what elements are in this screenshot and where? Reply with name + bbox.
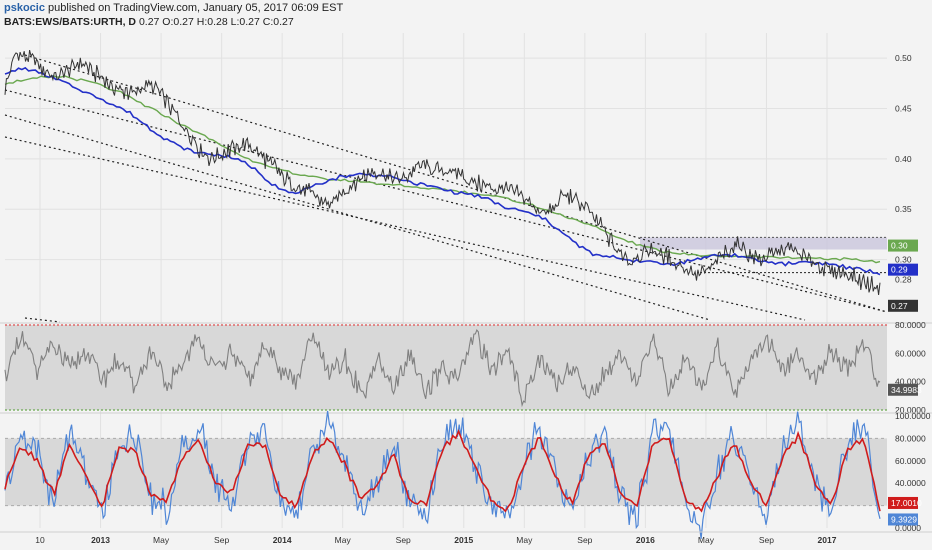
- fast-ma-line[interactable]: [4, 66, 881, 276]
- time-axis-label-7: 2015: [454, 535, 473, 545]
- stoch-axis-label-4: 0.0000: [895, 523, 921, 533]
- time-axis-label-1: 2013: [91, 535, 110, 545]
- ohlc-high-value: 0.28: [207, 16, 228, 28]
- channel-line-2[interactable]: [4, 114, 711, 321]
- publish-info: published on TradingView.com, January 05…: [44, 2, 344, 14]
- price-tag-fast-bg: [888, 263, 918, 276]
- channel-line-4[interactable]: [24, 317, 61, 323]
- rsi-last-tag-bg: [888, 383, 918, 396]
- stoch-axis-label-0: 100.0000: [895, 411, 931, 421]
- price-axis-label-1: 0.45: [895, 104, 912, 114]
- price-tag-slow: 0.30: [888, 239, 918, 252]
- ohlc-open-value: 0.27: [173, 16, 194, 28]
- price-tag-fast-text: 0.29: [891, 265, 908, 275]
- stoch-axis-label-1: 80.0000: [895, 433, 926, 443]
- price-line[interactable]: [4, 49, 881, 295]
- stoch-k-tag: 9.3929: [888, 513, 918, 526]
- ohlc-close-label: C:: [262, 16, 274, 28]
- time-axis-label-2: May: [153, 535, 170, 545]
- rsi-line[interactable]: [4, 328, 881, 408]
- rsi-axis-label-1: 60.0000: [895, 348, 926, 358]
- stoch-d-tag: 17.0010: [888, 496, 922, 509]
- price-plot-area: [5, 33, 887, 320]
- time-axis-label-13: 2017: [818, 535, 837, 545]
- symbol-name: BATS:EWS/BATS:URTH, D: [4, 16, 137, 28]
- stoch-k-tag-bg: [888, 513, 918, 526]
- stoch-axis-label-2: 60.0000: [895, 456, 926, 466]
- price-axis-label-2: 0.40: [895, 154, 912, 164]
- resistance-zone[interactable]: [640, 237, 887, 250]
- stoch-d-tag-bg: [888, 496, 918, 509]
- time-axis-label-5: May: [335, 535, 352, 545]
- time-axis-label-6: Sep: [396, 535, 411, 545]
- ohlc-low-label: L:: [230, 16, 240, 28]
- ohlc-open-label: O:: [162, 16, 174, 28]
- stoch-d-tag-text: 17.0010: [891, 498, 922, 508]
- price-tag-slow-bg: [888, 239, 918, 252]
- price-axis-label-extra: 0.28: [895, 275, 912, 285]
- publish-header: pskocic published on TradingView.com, Ja…: [4, 2, 343, 14]
- stoch-d-line[interactable]: [4, 429, 881, 513]
- rsi-axis-label-2: 40.0000: [895, 377, 926, 387]
- time-axis-label-9: Sep: [577, 535, 592, 545]
- rsi-axis-label-0: 80.0000: [895, 320, 926, 330]
- price-axis-label-3: 0.35: [895, 204, 912, 214]
- rsi-last-tag-text: 34.9983: [891, 385, 922, 395]
- time-axis-label-0: 10: [35, 535, 45, 545]
- time-axis-label-3: Sep: [214, 535, 229, 545]
- price-panel[interactable]: 0.500.450.400.350.300.300.290.280.27: [4, 33, 918, 528]
- channel-line-1[interactable]: [4, 89, 888, 313]
- ohlc-close-value: 0.27: [273, 16, 294, 28]
- price-tag-last-bg: [888, 299, 918, 312]
- price-tag-last-text: 0.27: [891, 301, 908, 311]
- price-axis-label-4: 0.30: [895, 255, 912, 265]
- ohlc-low-value: 0.27: [239, 16, 260, 28]
- rsi-panel[interactable]: 80.0000 60.0000 40.0000 20.0000 34.9983: [0, 320, 932, 415]
- symbol-header: BATS:EWS/BATS:URTH, D 0.27 O:0.27 H:0.28…: [4, 16, 294, 28]
- last-value: 0.27: [138, 16, 160, 28]
- stoch-axis-label-3: 40.0000: [895, 478, 926, 488]
- rsi-last-tag: 34.9983: [888, 383, 922, 396]
- channel-line-3[interactable]: [4, 136, 806, 321]
- time-axis-label-4: 2014: [273, 535, 292, 545]
- ohlc-high-label: H:: [196, 16, 208, 28]
- time-axis-label-10: 2016: [636, 535, 655, 545]
- price-tag-last: 0.27: [888, 299, 918, 312]
- time-axis: 10 2013 May Sep 2014 May Sep 2015 May Sep 2016 May S…: [0, 531, 932, 545]
- stoch-k-tag-text: 9.3929: [891, 514, 917, 524]
- rsi-axis-label-3: 20.0000: [895, 405, 926, 415]
- stochastic-panel[interactable]: 100.0000 80.0000 60.0000 40.0000 0.0000 17.00…: [0, 410, 932, 539]
- time-axis-label-8: May: [516, 535, 533, 545]
- time-axis-label-12: Sep: [759, 535, 774, 545]
- price-tag-slow-text: 0.30: [891, 241, 908, 251]
- rsi-band: [5, 325, 887, 410]
- publisher-username[interactable]: pskocic: [4, 2, 45, 14]
- price-tag-fast: 0.29: [888, 263, 918, 276]
- time-axis-label-11: May: [698, 535, 715, 545]
- price-axis-label-0: 0.50: [895, 53, 912, 63]
